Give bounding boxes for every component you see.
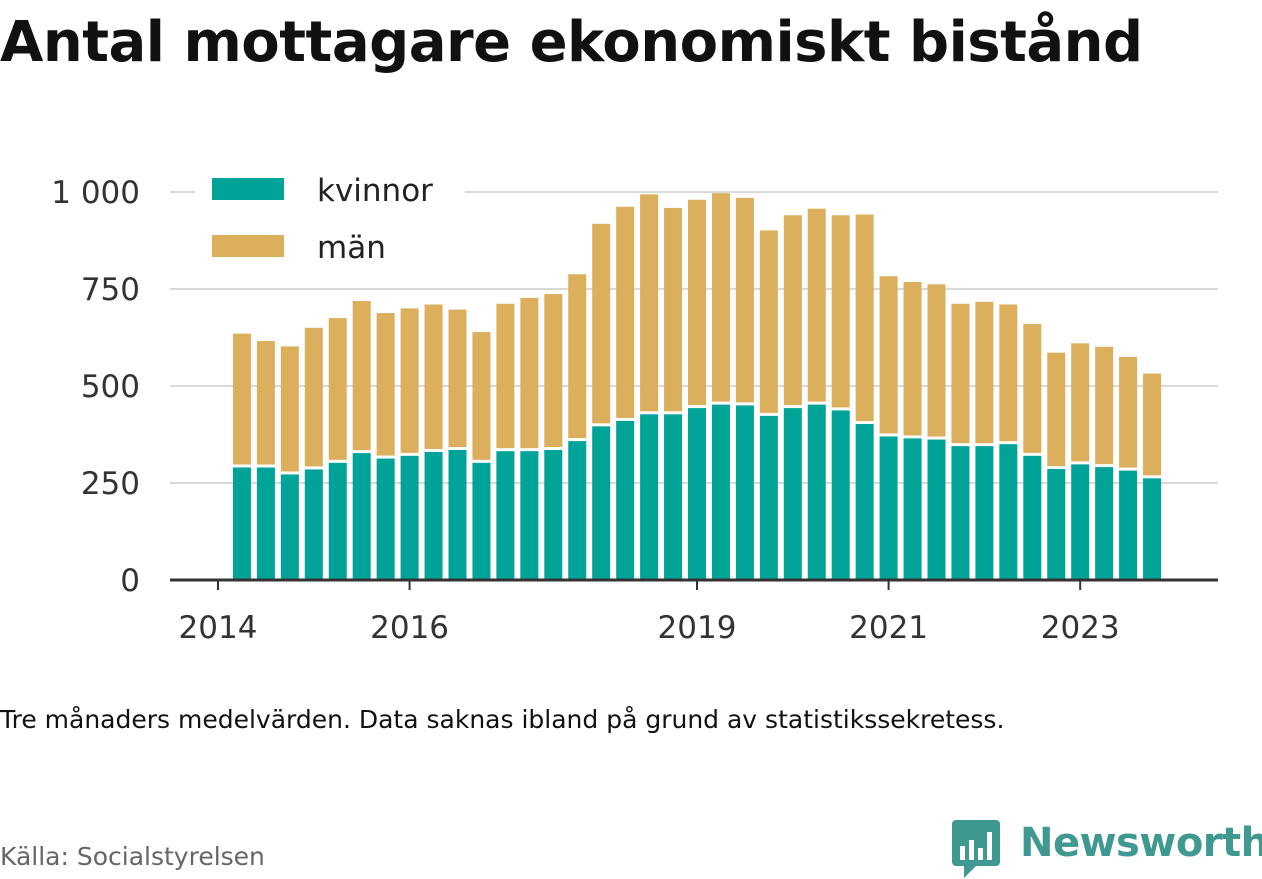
bar-man [448,309,467,448]
bar-man [783,215,802,406]
chart-title: Antal mottagare ekonomiskt bistånd [0,10,1143,75]
bar-man [400,308,419,453]
x-tick-label: 2019 [658,610,737,646]
bar-man [1119,356,1138,468]
bar-man [664,207,683,412]
bar-man [352,301,371,451]
bar-kvinnor [999,444,1018,580]
bar-man [1023,323,1042,453]
x-tick-label: 2023 [1041,610,1120,646]
x-tick-label: 2016 [370,610,449,646]
bar-man [232,333,251,465]
bar-kvinnor [496,451,515,580]
bar-kvinnor [688,408,706,580]
bar-kvinnor [735,405,754,580]
chart-note: Tre månaders medelvärden. Data saknas ib… [0,705,1005,734]
bar-kvinnor [592,426,611,580]
bar-kvinnor [1047,469,1066,580]
bar-kvinnor [616,420,635,580]
bar-kvinnor [951,446,970,580]
bar-man [424,304,443,449]
bar-man [472,332,491,460]
bar-kvinnor [1143,478,1162,580]
bar-man [999,304,1018,442]
bar-kvinnor [1023,455,1042,580]
bar-man [520,297,539,449]
bar-kvinnor [280,474,299,580]
bar-kvinnor [520,451,539,580]
bar-kvinnor [568,441,587,580]
legend-man-swatch [212,235,284,257]
bar-man [544,294,563,448]
bar-man [975,301,994,444]
bar-kvinnor [400,455,419,580]
bar-kvinnor [711,404,730,580]
bar-kvinnor [232,467,251,580]
bar-kvinnor [328,462,347,580]
bar-kvinnor [783,408,802,580]
bar-man [759,230,778,413]
x-tick-label: 2014 [179,610,258,646]
brand-name: Newsworthy [1020,820,1262,866]
bar-man [688,199,706,406]
y-tick-label: 750 [81,272,140,308]
bar-man [951,303,970,444]
bar-man [592,223,611,424]
brand-logo: Newsworthy [950,818,1262,878]
y-tick-label: 250 [81,466,140,502]
bar-man [927,284,946,437]
bar-kvinnor [855,424,874,580]
bar-kvinnor [903,438,922,580]
y-tick-label: 500 [81,369,140,405]
bar-kvinnor [352,453,371,580]
bar-kvinnor [376,458,395,580]
bar-man [328,318,347,460]
bar-kvinnor [472,462,491,580]
legend-man-label: män [317,230,386,266]
bar-kvinnor [424,451,443,580]
bar-kvinnor [879,436,898,580]
bar-man [256,340,275,465]
bar-man [640,194,659,412]
bar-kvinnor [831,410,850,580]
bar-man [903,282,922,436]
bar-man [879,276,898,434]
legend-kvinnor-label: kvinnor [317,173,433,209]
bar-man [1071,343,1090,462]
bar-man [1047,352,1066,467]
y-tick-label: 0 [120,563,140,599]
newsworthy-logo-icon [952,820,1000,878]
bar-man [831,215,850,408]
bar-kvinnor [759,415,778,580]
bar-man [1095,346,1114,465]
bar-man [807,208,826,402]
bar-kvinnor [1071,464,1090,580]
stacked-bar-chart: 0 250 500 750 1 000 2014 2016 2019 2021 2023 kvin… [51,173,1218,646]
legend-kvinnor-swatch [212,178,284,200]
bar-man [376,313,395,456]
bar-man [568,274,587,439]
bar-kvinnor [975,446,994,580]
bar-man [711,193,730,402]
bar-kvinnor [664,414,683,580]
bar-man [735,197,754,403]
bar-kvinnor [544,450,563,580]
bar-kvinnor [304,469,323,580]
bar-man [855,214,874,422]
bar-man [280,346,299,472]
bar-man [496,303,515,449]
bar-kvinnor [807,404,826,580]
y-tick-label: 1 000 [51,175,140,211]
bar-kvinnor [640,414,659,580]
bar-kvinnor [1095,467,1114,580]
bar-man [304,327,323,467]
x-tick-label: 2021 [849,610,928,646]
bar-kvinnor [448,450,467,580]
bar-kvinnor [1119,470,1138,580]
bar-kvinnor [927,439,946,580]
bar-man [616,206,635,418]
bar-man [1143,373,1162,476]
source-label: Källa: Socialstyrelsen [0,842,265,871]
bar-kvinnor [256,467,275,580]
